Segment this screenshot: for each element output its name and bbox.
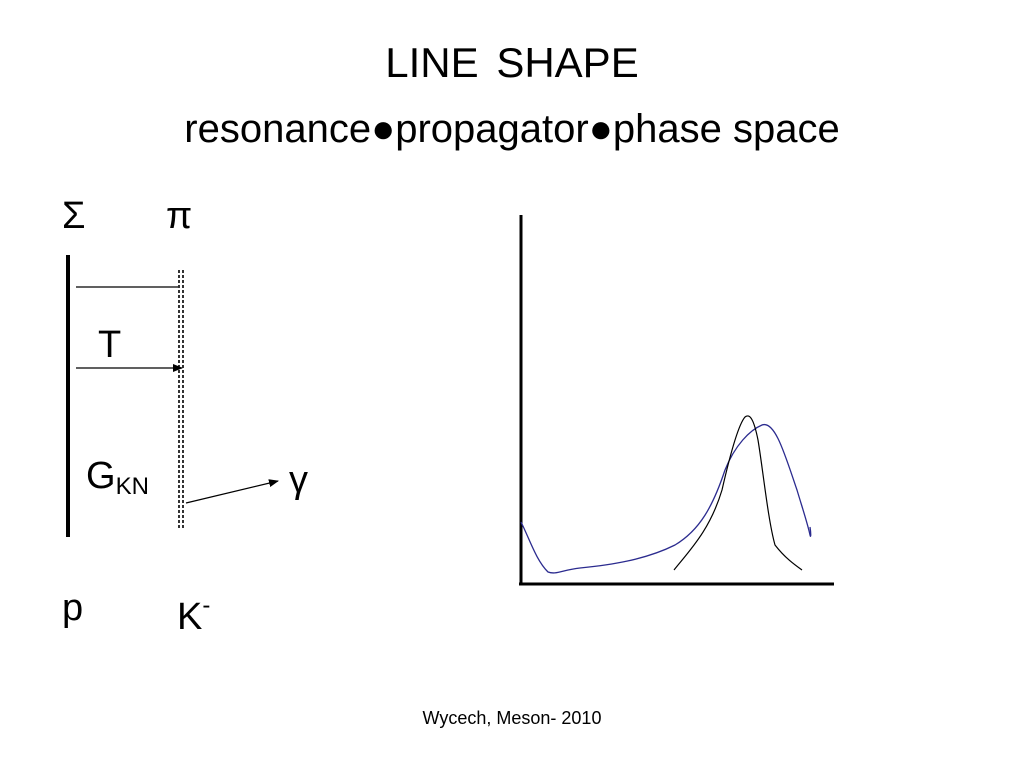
g-kn-subscript: KN <box>115 473 149 500</box>
proton-label: p <box>62 587 84 629</box>
slide-footer: Wycech, Meson- 2010 <box>422 708 602 728</box>
kaon-main: K <box>177 596 203 638</box>
kaon-superscript: - <box>202 592 211 619</box>
slide-title: LINE SHAPE <box>385 39 639 86</box>
photon-arrow <box>185 479 279 504</box>
sigma-label: Σ <box>62 195 86 237</box>
g-kn-main: G <box>86 455 116 497</box>
phase-space-curve <box>520 424 812 574</box>
gamma-label: γ <box>289 459 308 501</box>
slide-subtitle: resonance●propagator●phase space <box>184 107 840 151</box>
t-matrix-label: T <box>98 324 122 366</box>
line-shape-plot <box>519 215 834 586</box>
narrow-peak-curve <box>673 415 803 571</box>
pi-label: π <box>166 195 193 237</box>
g-kn-label: GKN <box>86 454 149 509</box>
kaon-label: K- <box>177 584 210 639</box>
